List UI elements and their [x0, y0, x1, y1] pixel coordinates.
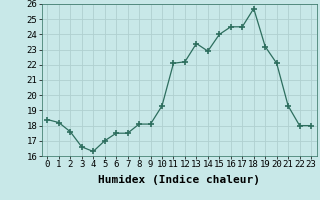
X-axis label: Humidex (Indice chaleur): Humidex (Indice chaleur) [98, 175, 260, 185]
